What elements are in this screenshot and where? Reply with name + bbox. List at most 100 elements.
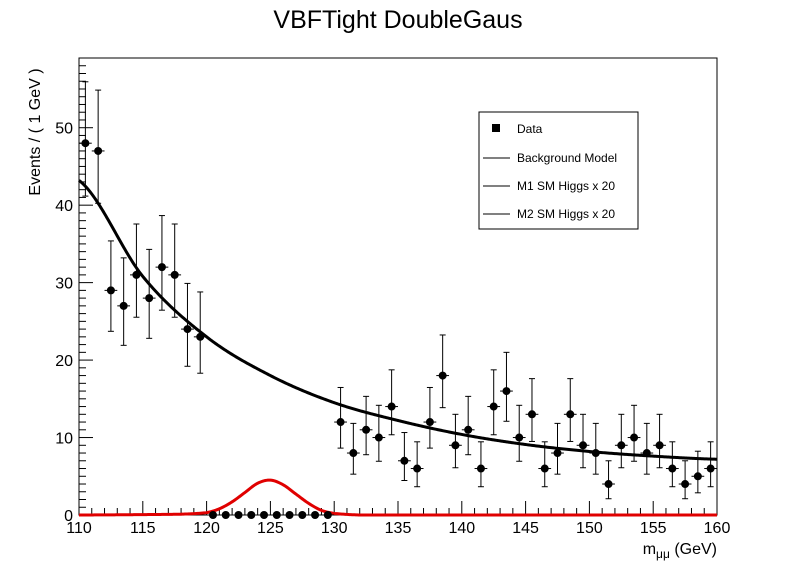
data-marker [489,402,498,411]
data-point [308,511,322,519]
data-marker [272,511,281,519]
data-marker [553,449,562,458]
data-marker [502,387,511,396]
legend-label-background: Background Model [517,151,617,165]
data-point [334,386,347,449]
data-marker [157,263,166,272]
data-marker [349,449,358,458]
data-marker [579,441,588,450]
data-point [563,378,577,442]
data-marker [604,480,613,489]
data-marker [221,511,230,519]
data-marker [515,433,524,442]
data-marker [106,286,115,295]
x-axis-title-unit: (GeV) [670,541,717,558]
data-point [691,450,705,494]
x-tick-label: 145 [512,520,539,537]
data-marker [323,511,332,519]
data-point [398,432,411,481]
data-point [295,511,309,519]
data-point [181,282,194,367]
x-tick-label: 120 [193,520,220,537]
data-point [410,441,424,488]
data-point [79,81,92,197]
data-marker [706,464,715,473]
y-tick-label: 0 [64,508,73,525]
data-marker [693,472,702,481]
data-point [627,404,641,462]
data-marker [208,511,217,519]
data-point [91,89,105,204]
x-tick-label: 155 [640,520,667,537]
background-model-curve [78,179,718,461]
data-marker [260,511,269,519]
data-marker [681,480,690,489]
data-marker [234,511,243,519]
data-marker [438,371,447,380]
y-axis-title: Events / ( 1 GeV ) [27,68,44,195]
data-point [525,378,539,442]
y-axis-ticks: 0 10 20 30 40 50 [55,57,93,525]
data-point [704,441,717,488]
y-tick-label: 40 [55,198,73,215]
y-tick-label: 50 [55,121,73,138]
data-marker [94,146,103,155]
data-point [270,511,284,519]
data-point [130,223,143,318]
data-marker [183,325,192,334]
data-point [232,511,245,519]
data-point [538,441,552,488]
legend-marker-data [492,124,500,132]
data-marker [425,418,434,427]
y-tick-label: 10 [55,431,73,448]
legend-label-m2: M2 SM Higgs x 20 [517,207,615,221]
data-point [244,511,258,519]
data-point [372,404,386,462]
data-points [79,81,717,519]
data-point [640,422,654,475]
legend: Data Background Model M1 SM Higgs x 20 M… [478,111,639,230]
data-point [512,404,526,462]
data-point [589,422,603,475]
data-point [206,511,220,519]
x-tick-label: 160 [704,520,731,537]
data-marker [145,294,154,303]
data-marker [527,410,536,419]
y-tick-label: 20 [55,353,73,370]
x-tick-label: 150 [576,520,603,537]
legend-label-data: Data [517,122,543,136]
x-tick-label: 110 [66,520,92,537]
data-point [142,248,156,339]
x-tick-label: 130 [321,520,348,537]
data-point [614,413,628,469]
data-point [487,369,501,436]
legend-box [478,111,639,230]
data-point [193,291,207,374]
data-marker [464,425,473,434]
legend-label-m1: M1 SM Higgs x 20 [517,179,615,193]
data-marker [387,402,396,411]
data-marker [642,449,651,458]
y-axis-title-group: Events / ( 1 GeV ) [27,68,44,195]
data-marker [400,456,409,465]
data-point [653,413,666,469]
data-marker [362,425,371,434]
x-tick-label: 125 [257,520,284,537]
x-axis-title-main: m [643,541,656,558]
data-point [117,257,131,346]
chart-title: VBFTight DoubleGaus [273,6,522,34]
data-point [283,511,296,519]
data-point [321,511,335,519]
data-point [423,386,437,449]
data-point [436,334,450,409]
x-tick-label: 140 [448,520,475,537]
data-marker [617,441,626,450]
x-axis-title: mμμ (GeV) [643,541,717,561]
data-marker [655,441,664,450]
data-marker [119,301,128,310]
data-point [602,460,615,500]
data-marker [476,464,485,473]
data-point [168,223,182,318]
data-marker [451,441,460,450]
data-marker [298,511,307,519]
